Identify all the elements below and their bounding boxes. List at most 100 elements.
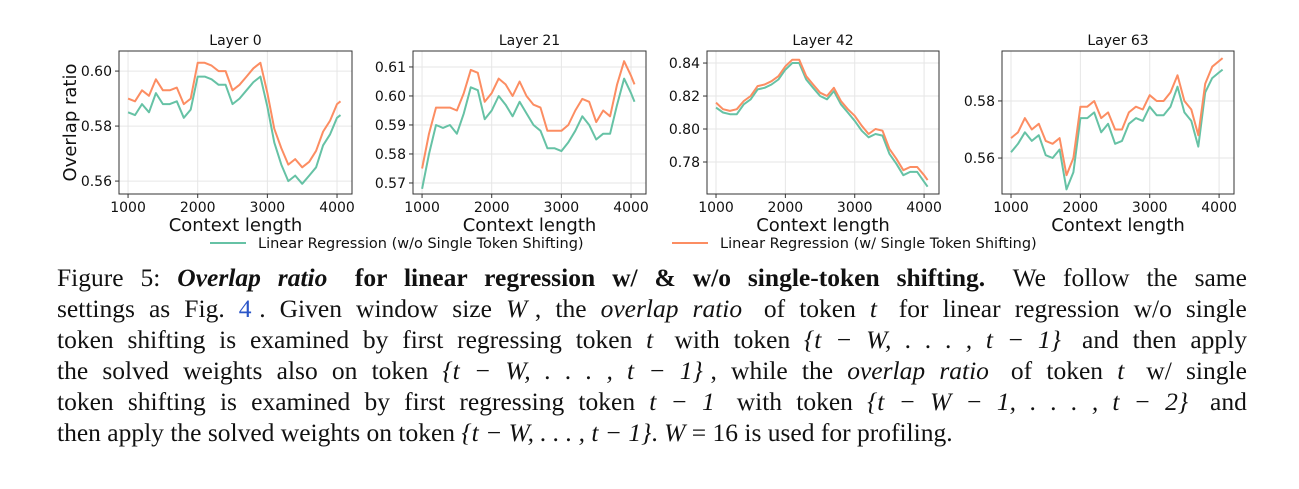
chart-panel-2: 1000 2000 3000 4000 0.78 0.80 0.82 0.84 Layer 42… — [669, 33, 942, 236]
caption-text: Figure — [57, 263, 130, 292]
caption-text: w/ — [1146, 356, 1179, 385]
caption-text: follow — [1062, 263, 1136, 292]
caption-line: token shifting is examined by first regr… — [57, 324, 1247, 355]
chart-title: Layer 42 — [792, 33, 853, 49]
caption-text: {t — [442, 356, 467, 385]
caption-text: 16 — [712, 418, 745, 447]
caption-text: while — [731, 356, 795, 385]
caption-text: & — [654, 263, 683, 292]
caption-text: single — [1185, 356, 1247, 385]
caption-text: token — [398, 418, 462, 447]
x-tick-label: 2000 — [180, 200, 216, 216]
caption-text: examined — [249, 325, 356, 354]
caption-text: used — [767, 418, 821, 447]
caption-text: token — [57, 325, 121, 354]
caption-text: regressing — [459, 387, 571, 416]
caption-text: regression — [484, 263, 602, 292]
x-tick-label: 2000 — [474, 200, 510, 216]
figure-caption: Figure 5: Overlap ratio for linear regre… — [57, 262, 1247, 448]
caption-text: , — [710, 356, 724, 385]
caption-text: W — [929, 387, 958, 416]
caption-text: solved — [102, 356, 176, 385]
caption-line: settings as Fig. 4. Given window size W,… — [57, 293, 1247, 324]
caption-text: 1} — [628, 418, 652, 447]
caption-text — [1196, 386, 1202, 417]
caption-text: t — [985, 325, 1000, 354]
x-tick-label: 4000 — [319, 200, 355, 216]
x-axis-label: Context length — [169, 215, 303, 236]
caption-text: W — [505, 294, 528, 323]
caption-text: token — [57, 387, 121, 416]
caption-text: 1} — [1037, 325, 1061, 354]
caption-text: W, — [508, 418, 541, 447]
caption-text: first — [402, 325, 450, 354]
caption-text: solved — [207, 418, 281, 447]
chart-title: Layer 21 — [499, 33, 560, 49]
x-tick-label: 2000 — [768, 200, 804, 216]
caption-text: 1} — [679, 356, 703, 385]
plot-frame — [1001, 50, 1235, 195]
caption-text: for — [820, 418, 857, 447]
caption-text: token — [733, 325, 797, 354]
caption-text: . — [585, 356, 599, 385]
caption-text: also — [276, 356, 325, 385]
y-tick-label: 0.56 — [964, 151, 995, 167]
caption-text: the — [57, 356, 95, 385]
caption-text: weights — [183, 356, 269, 385]
chart-panel-0: 1000 2000 3000 4000 0.56 0.58 0.60 Layer 0 Conte… — [60, 33, 355, 236]
x-tick-label: 4000 — [613, 200, 649, 216]
caption-text: by — [364, 387, 397, 416]
caption-line: Figure 5: Overlap ratio for linear regre… — [57, 262, 1247, 293]
caption-text: linear — [403, 263, 474, 292]
chart-title: Layer 63 — [1087, 33, 1148, 49]
caption-text: ratio — [939, 356, 989, 385]
x-tick-label: 2000 — [1063, 200, 1099, 216]
plot-frame — [412, 50, 647, 195]
caption-text: , — [534, 294, 548, 323]
series-line-without-shifting — [421, 77, 636, 189]
y-tick-label: 0.58 — [81, 119, 112, 135]
caption-text: the — [555, 294, 593, 323]
caption-text: , — [578, 418, 592, 447]
caption-line: token shifting is examined by first regr… — [57, 386, 1247, 417]
plot-frame — [118, 50, 353, 195]
caption-text: then — [1132, 325, 1183, 354]
caption-text: for — [898, 294, 935, 323]
caption-text: is — [744, 418, 768, 447]
caption-text — [1068, 324, 1074, 355]
y-axis-label: Overlap ratio — [60, 64, 81, 182]
y-tick-label: 0.58 — [964, 94, 995, 110]
caption-line: then apply the solved weights on token {… — [57, 417, 1247, 448]
x-axis-label: Context length — [1051, 215, 1185, 236]
caption-line: the solved weights also on token {t − W,… — [57, 355, 1247, 386]
x-tick-label: 1000 — [404, 200, 440, 216]
series-line-without-shifting — [1010, 68, 1224, 191]
caption-text: is — [219, 387, 244, 416]
caption-text: − — [473, 356, 498, 385]
caption-text: shifting — [127, 325, 212, 354]
caption-text: W, — [866, 325, 898, 354]
caption-text: token — [578, 387, 642, 416]
caption-text: ratio — [277, 263, 328, 292]
caption-text: − — [835, 325, 859, 354]
caption-text: . — [651, 418, 665, 447]
y-tick-label: 0.57 — [375, 176, 406, 192]
caption-text: t — [869, 294, 878, 323]
caption-text: first — [404, 387, 452, 416]
x-axis-label: Context length — [463, 215, 597, 236]
caption-text: = — [691, 418, 713, 447]
caption-text: with — [674, 325, 727, 354]
caption-text: single — [1185, 294, 1247, 323]
caption-text: overlap — [600, 294, 685, 323]
figure-reference-link[interactable]: 4 — [238, 294, 252, 323]
caption-text: overlap — [847, 356, 932, 385]
caption-text: is — [219, 325, 243, 354]
caption-text: Overlap — [177, 263, 268, 292]
legend-label: Linear Regression (w/o Single Token Shif… — [258, 236, 584, 252]
caption-text — [661, 324, 667, 355]
y-tick-label: 0.60 — [375, 89, 406, 105]
y-tick-label: 0.80 — [669, 122, 700, 138]
x-tick-label: 1000 — [993, 200, 1029, 216]
caption-text: W — [664, 418, 686, 447]
caption-text: . — [565, 356, 579, 385]
